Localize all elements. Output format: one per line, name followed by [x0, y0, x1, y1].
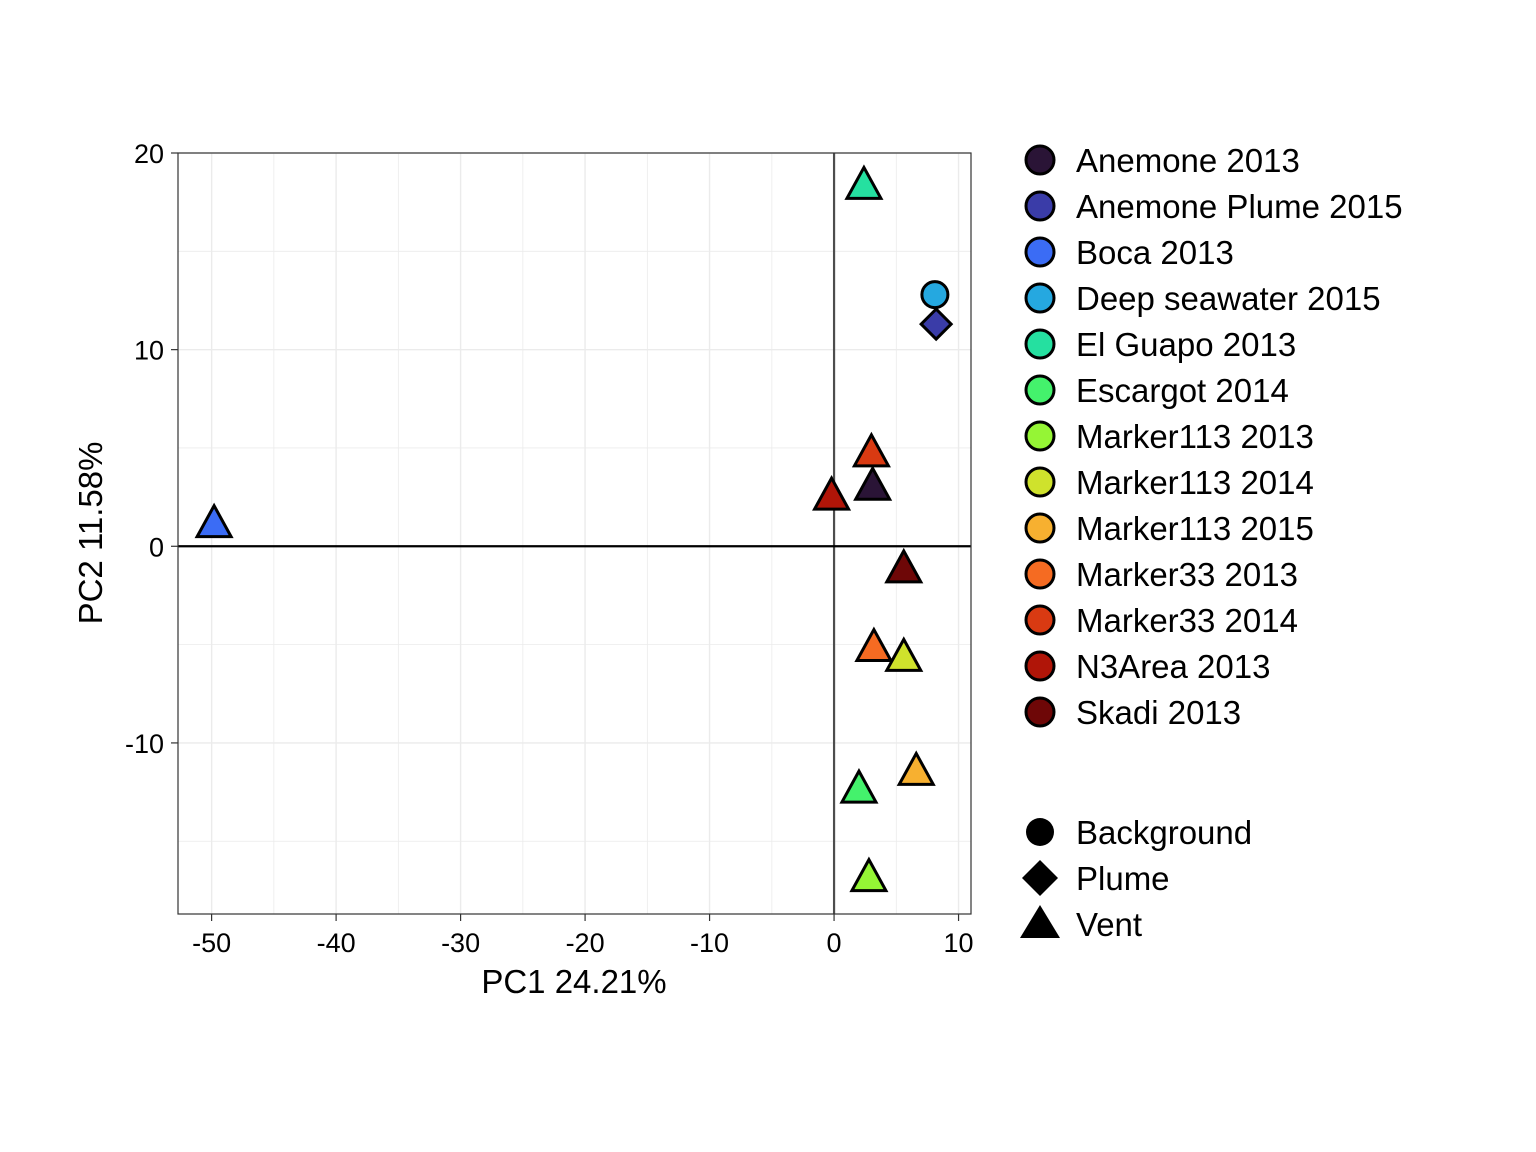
legend-color-key	[1024, 144, 1056, 176]
legend-color-key	[1024, 696, 1056, 728]
legend-color-label: El Guapo 2013	[1076, 326, 1296, 363]
legend-color-key	[1024, 512, 1056, 544]
legend-color-label: Deep seawater 2015	[1076, 280, 1381, 317]
reference-lines	[178, 153, 971, 914]
data-point	[884, 636, 924, 672]
x-tick-label: -50	[192, 928, 231, 958]
legend-color-label: Anemone Plume 2015	[1076, 188, 1403, 225]
plot-panel-border	[177, 152, 972, 915]
data-point	[919, 306, 954, 342]
legend-color-label: Marker33 2013	[1076, 556, 1298, 593]
legend-color-label: Skadi 2013	[1076, 694, 1241, 731]
legend-color-key	[1024, 650, 1056, 682]
data-point	[884, 547, 924, 584]
legend-color-key	[1024, 374, 1056, 406]
legend-shape-key	[1026, 818, 1054, 846]
x-tick-label: -20	[566, 928, 605, 958]
data-point	[849, 856, 889, 893]
legend-color-label: Marker113 2015	[1076, 510, 1314, 547]
data-point	[844, 164, 884, 200]
data-point	[194, 502, 234, 539]
legend-color-key	[1024, 190, 1056, 222]
axes: -50 -40 -30 -20 -10 0 10 -10 0 10 20	[125, 139, 974, 958]
data-point	[853, 465, 893, 501]
legend-color-key	[1024, 420, 1056, 452]
legend-color-label: Escargot 2014	[1076, 372, 1289, 409]
legend: Anemone 2013 Anemone Plume 2015 Boca 2013 D…	[1020, 142, 1403, 943]
x-tick-label: -10	[690, 928, 729, 958]
y-tick-label: 0	[149, 532, 164, 562]
x-tick-label: 10	[944, 928, 974, 958]
legend-shape-key	[1022, 860, 1058, 896]
legend-color-label: Anemone 2013	[1076, 142, 1300, 179]
x-tick-label: -30	[441, 928, 480, 958]
data-point	[812, 475, 852, 511]
x-axis-title: PC1 24.21%	[481, 963, 666, 1000]
y-axis-title: PC2 11.58%	[72, 442, 109, 625]
data-points	[194, 164, 954, 893]
legend-color-label: N3Area 2013	[1076, 648, 1270, 685]
legend-color-key	[1024, 466, 1056, 498]
y-tick-label: 10	[134, 336, 164, 366]
x-tick-label: 0	[827, 928, 842, 958]
legend-color-label: Marker113 2014	[1076, 464, 1314, 501]
y-tick-label: 20	[134, 139, 164, 169]
legend-color-label: Marker113 2013	[1076, 418, 1314, 455]
x-tick-label: -40	[317, 928, 356, 958]
legend-color-key	[1024, 558, 1056, 590]
data-point	[851, 431, 891, 468]
legend-color-key	[1024, 328, 1056, 360]
legend-color-key	[1024, 236, 1056, 268]
data-point	[920, 280, 950, 310]
data-point	[854, 626, 894, 663]
data-point	[839, 768, 879, 804]
legend-color-label: Boca 2013	[1076, 234, 1234, 271]
legend-shape-label: Vent	[1076, 906, 1142, 943]
legend-shape-key	[1020, 905, 1060, 938]
legend-color-key	[1024, 282, 1056, 314]
legend-shape-label: Plume	[1076, 860, 1170, 897]
y-tick-label: -10	[125, 729, 164, 759]
data-point	[896, 750, 936, 786]
legend-color-key	[1024, 604, 1056, 636]
legend-color-label: Marker33 2014	[1076, 602, 1298, 639]
legend-shape-label: Background	[1076, 814, 1252, 851]
